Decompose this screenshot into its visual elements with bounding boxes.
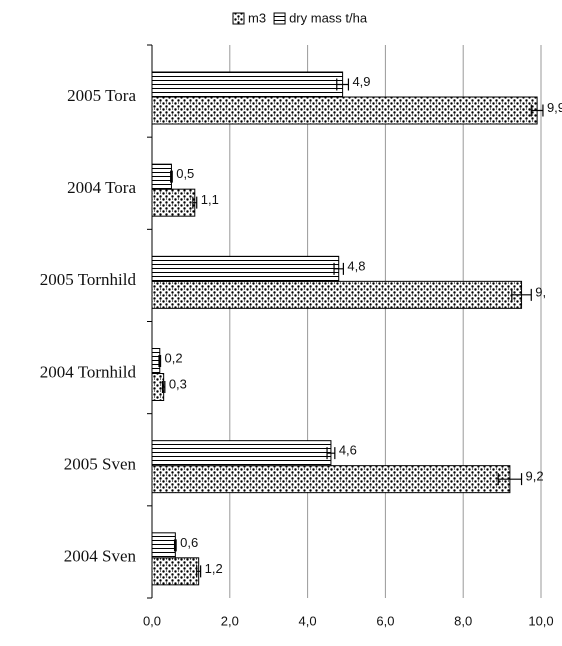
value-label: 9,2 (526, 469, 544, 484)
y-tick-label: 2005 Tora (67, 86, 136, 105)
bar (151, 163, 172, 190)
legend-swatch (273, 12, 286, 25)
error-bar (173, 539, 177, 552)
error-bar (192, 196, 198, 209)
y-tick-label: 2005 Sven (64, 455, 137, 474)
value-label: 0,6 (180, 535, 198, 550)
x-tick-label: 4,0 (299, 613, 317, 628)
bar (151, 96, 538, 125)
value-label: 0,5 (176, 166, 194, 181)
error-bar (333, 262, 344, 275)
bar (151, 557, 200, 586)
error-bar (511, 288, 532, 301)
y-tick-label: 2004 Tornhild (40, 362, 137, 381)
x-tick-label: 2,0 (221, 613, 239, 628)
value-label: 4,6 (339, 443, 357, 458)
bar (151, 255, 340, 282)
legend-label: m3 (248, 10, 266, 25)
bar (151, 71, 344, 98)
x-tick-label: 6,0 (376, 613, 394, 628)
x-tick-label: 0,0 (143, 613, 161, 628)
error-bar (336, 78, 350, 91)
error-bar (161, 381, 166, 393)
value-label: 9,9 (547, 100, 562, 115)
error-bar (196, 565, 202, 578)
value-label: 4,8 (347, 258, 365, 273)
bar (151, 280, 523, 309)
error-bar (326, 447, 336, 460)
bar (151, 440, 332, 467)
error-bar (170, 170, 173, 183)
error-bar (497, 473, 523, 486)
error-bar (530, 104, 544, 117)
bar (151, 188, 196, 217)
value-label: 1,1 (201, 192, 219, 207)
x-tick-label: 10,0 (528, 613, 553, 628)
y-tick-label: 2005 Tornhild (40, 270, 137, 289)
value-label: 1,2 (205, 561, 223, 576)
value-label: 0,3 (169, 376, 187, 391)
value-label: 0,2 (165, 350, 183, 365)
value-label: 4,9 (352, 74, 370, 89)
legend-swatch (232, 12, 245, 25)
y-tick-label: 2004 Sven (64, 547, 137, 566)
x-tick-label: 8,0 (454, 613, 472, 628)
bar (151, 532, 176, 559)
error-bar (158, 355, 162, 367)
bar (151, 465, 511, 494)
legend-label: dry mass t/ha (289, 10, 368, 25)
y-tick-label: 2004 Tora (67, 178, 136, 197)
value-label: 9, (535, 284, 546, 299)
